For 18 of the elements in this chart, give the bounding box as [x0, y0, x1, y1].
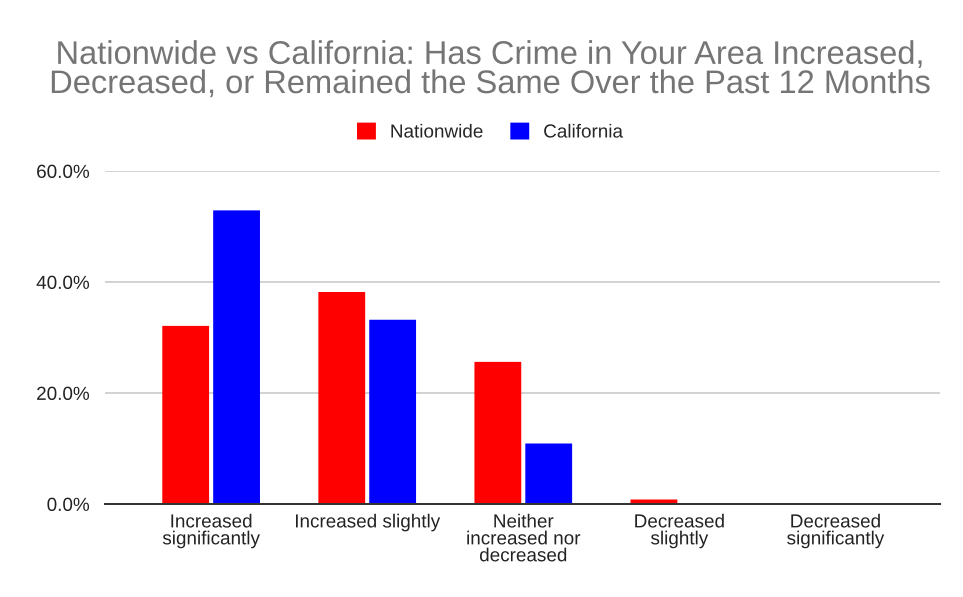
bar [318, 292, 366, 504]
y-tick-label: 0.0% [47, 498, 90, 512]
chart-title: Nationwide vs California: Has Crime in Your Area Increased, Decreased, or Remained the Same Over the Past 12 Months [52, 40, 930, 98]
x-tick-label: Decreased slightly [635, 514, 724, 548]
x-tick-label: Decreased significantly [787, 514, 884, 548]
bar [213, 210, 260, 504]
bar [162, 326, 210, 504]
x-tick-label: Increased slightly [296, 514, 440, 532]
y-tick-label: 40.0% [36, 276, 90, 290]
x-tick-label: Increased significantly [162, 514, 260, 548]
bar [525, 444, 572, 504]
legend-label: California [544, 124, 623, 138]
y-tick-label: 60.0% [37, 164, 90, 178]
legend-label: Nationwide [391, 124, 482, 138]
bar [474, 362, 522, 504]
y-tick-label: 20.0% [37, 386, 90, 400]
x-tick-label: Neither increased nor decreased [467, 514, 580, 562]
bar [369, 320, 416, 504]
